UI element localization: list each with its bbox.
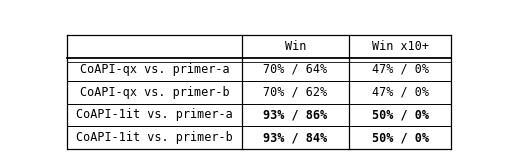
- Text: CoAPI-1it vs. primer-a: CoAPI-1it vs. primer-a: [76, 108, 232, 121]
- Text: 70% / 62%: 70% / 62%: [263, 86, 327, 99]
- Text: 93% / 84%: 93% / 84%: [263, 131, 327, 144]
- Text: 47% / 0%: 47% / 0%: [371, 63, 428, 76]
- Text: CoAPI-qx vs. primer-b: CoAPI-qx vs. primer-b: [79, 86, 229, 99]
- Text: 93% / 86%: 93% / 86%: [263, 108, 327, 121]
- Text: 50% / 0%: 50% / 0%: [371, 131, 428, 144]
- Text: 47% / 0%: 47% / 0%: [371, 86, 428, 99]
- Text: CoAPI-1it vs. primer-b: CoAPI-1it vs. primer-b: [76, 131, 232, 144]
- Text: 50% / 0%: 50% / 0%: [371, 108, 428, 121]
- Text: Win x10+: Win x10+: [371, 40, 428, 53]
- Text: Win: Win: [284, 40, 306, 53]
- Text: 70% / 64%: 70% / 64%: [263, 63, 327, 76]
- Text: CoAPI-qx vs. primer-a: CoAPI-qx vs. primer-a: [79, 63, 229, 76]
